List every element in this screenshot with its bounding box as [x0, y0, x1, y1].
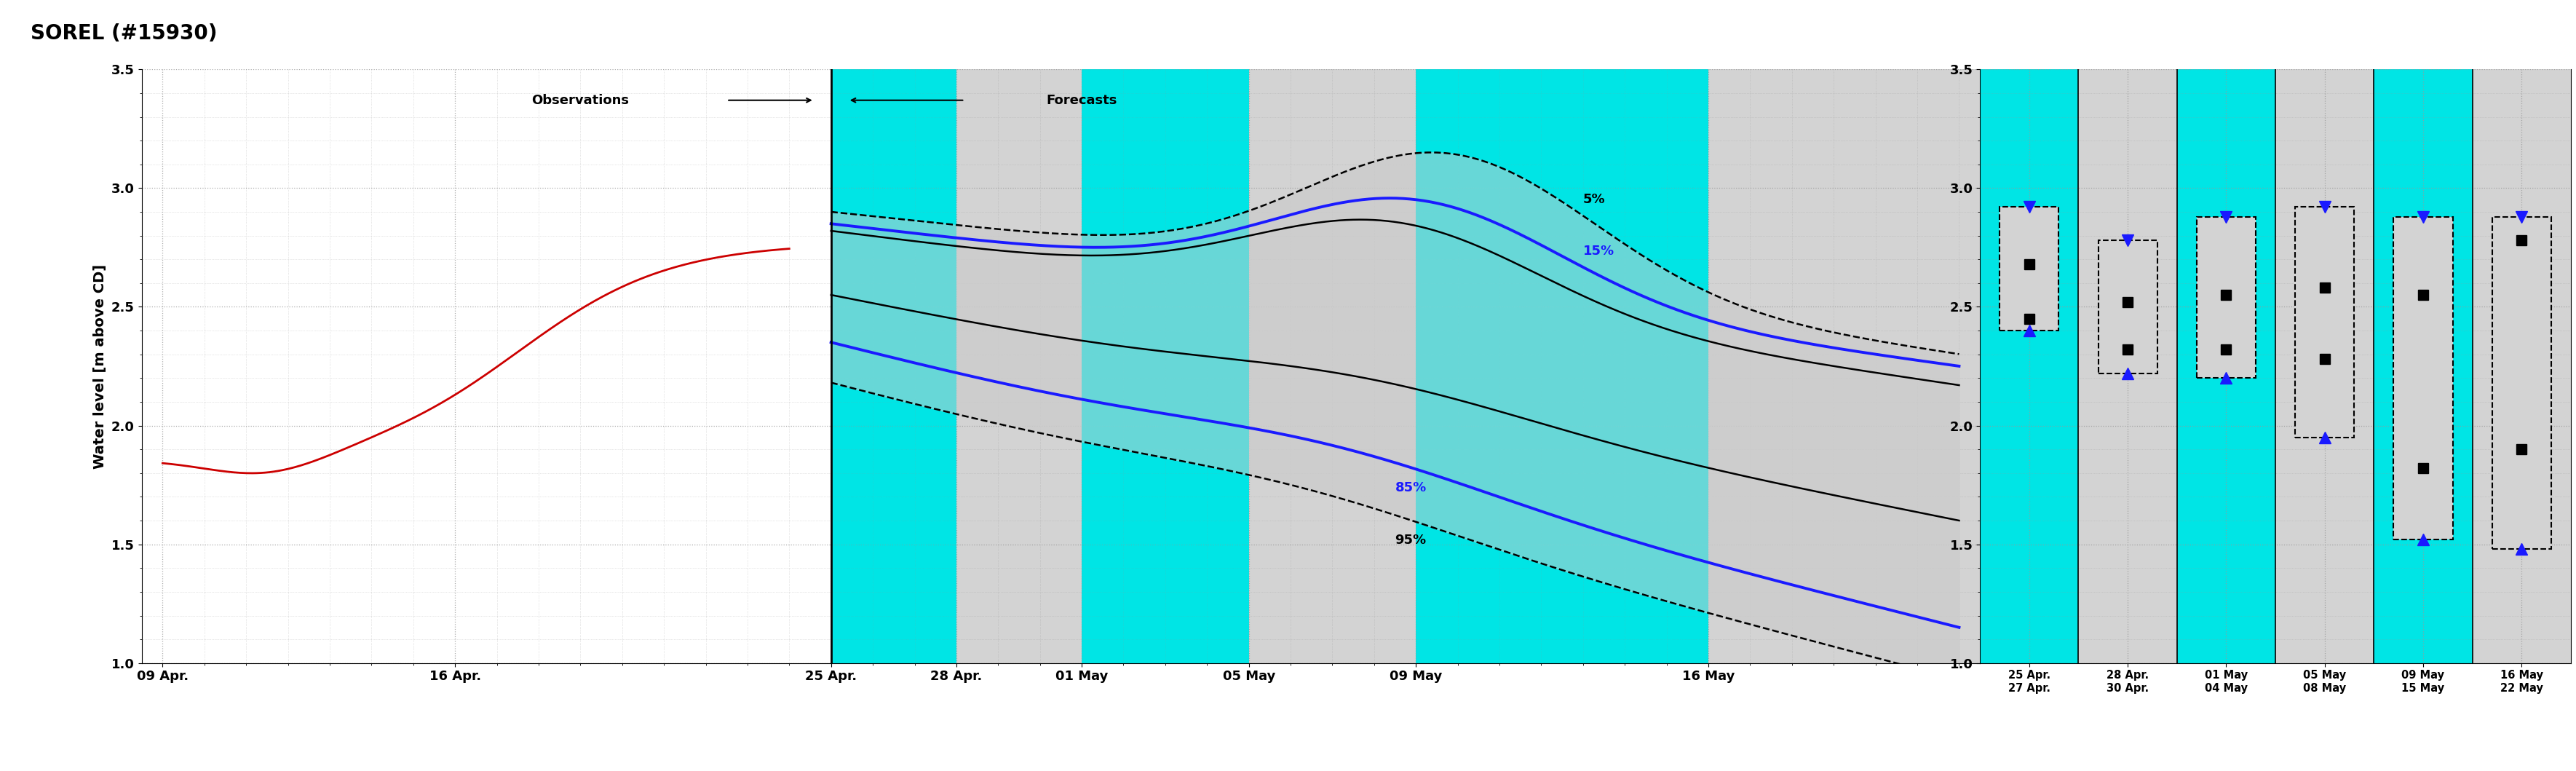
Bar [1999, 207, 2058, 331]
Bar [2491, 217, 2550, 549]
Bar [2097, 241, 2156, 373]
Text: 5%: 5% [1584, 194, 1605, 207]
Bar [832, 69, 1981, 663]
Bar [832, 69, 956, 663]
Text: 85%: 85% [1396, 481, 1427, 494]
Bar [2275, 69, 2375, 663]
Bar [2295, 207, 2354, 437]
Bar [2295, 207, 2354, 437]
Bar [2393, 217, 2452, 540]
Text: 15%: 15% [1584, 244, 1615, 258]
Text: Observations: Observations [531, 94, 629, 107]
Bar [1417, 69, 1708, 663]
Bar [1417, 69, 1708, 663]
Bar [2097, 241, 2156, 373]
Bar [2079, 69, 2177, 663]
Y-axis label: Water level [m above CD]: Water level [m above CD] [93, 264, 108, 469]
Text: SOREL (#15930): SOREL (#15930) [31, 23, 216, 43]
Bar [2473, 69, 2571, 663]
Text: 95%: 95% [1396, 534, 1427, 547]
Text: Forecasts: Forecasts [1046, 94, 1118, 107]
Bar [832, 69, 956, 663]
Bar [1082, 69, 1249, 663]
Bar [1999, 207, 2058, 331]
Bar [2197, 217, 2257, 378]
Bar [1082, 69, 1249, 663]
Bar [2393, 217, 2452, 540]
Bar [2197, 217, 2257, 378]
Bar [2491, 217, 2550, 549]
